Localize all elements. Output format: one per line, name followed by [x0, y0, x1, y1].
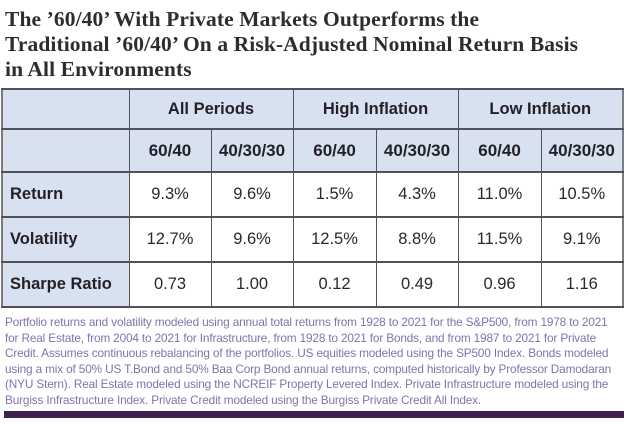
- data-cell: 9.6%: [210, 216, 294, 263]
- column-header: 60/40: [457, 128, 542, 173]
- row-label: Volatility: [1, 216, 130, 263]
- page-title-line-3: in All Environments: [5, 57, 192, 81]
- table-row-return: Return 9.3% 9.6% 1.5% 4.3% 11.0% 10.5%: [1, 171, 624, 218]
- data-cell: 0.49: [375, 261, 459, 308]
- data-cell: 9.1%: [540, 216, 624, 263]
- column-header: 40/30/30: [210, 128, 294, 173]
- data-cell: 12.5%: [292, 216, 377, 263]
- performance-table: All Periods High Inflation Low Inflation…: [1, 88, 625, 308]
- table-row-volatility: Volatility 12.7% 9.6% 12.5% 8.8% 11.5% 9…: [1, 216, 624, 263]
- column-group-all-periods: All Periods: [128, 88, 294, 130]
- column-header: 40/30/30: [540, 128, 624, 173]
- page-title-line-2: Traditional ’60/40’ On a Risk-Adjusted N…: [5, 32, 579, 56]
- data-cell: 9.6%: [210, 171, 294, 218]
- row-label: Return: [1, 171, 130, 218]
- data-cell: 1.5%: [292, 171, 377, 218]
- column-header: 60/40: [128, 128, 212, 173]
- data-cell: 0.96: [457, 261, 542, 308]
- table-corner-cell: [1, 88, 130, 130]
- data-cell: 4.3%: [375, 171, 459, 218]
- footnote-text: Portfolio returns and volatility modeled…: [5, 315, 612, 407]
- data-cell: 1.16: [540, 261, 624, 308]
- table-corner-cell: [1, 128, 130, 173]
- table-row-sharpe-ratio: Sharpe Ratio 0.73 1.00 0.12 0.49 0.96 1.…: [1, 261, 624, 308]
- row-label: Sharpe Ratio: [1, 261, 130, 308]
- column-header: 60/40: [292, 128, 377, 173]
- data-cell: 0.12: [292, 261, 377, 308]
- data-cell: 11.0%: [457, 171, 542, 218]
- column-group-low-inflation: Low Inflation: [457, 88, 624, 130]
- table-subheader-row: 60/40 40/30/30 60/40 40/30/30 60/40 40/3…: [1, 128, 624, 173]
- column-header: 40/30/30: [375, 128, 459, 173]
- data-cell: 0.73: [128, 261, 212, 308]
- data-cell: 12.7%: [128, 216, 212, 263]
- page-title: The ’60/40’ With Private Markets Outperf…: [5, 7, 629, 82]
- data-cell: 8.8%: [375, 216, 459, 263]
- data-cell: 9.3%: [128, 171, 212, 218]
- column-group-high-inflation: High Inflation: [292, 88, 459, 130]
- table-group-header-row: All Periods High Inflation Low Inflation: [1, 88, 624, 130]
- bottom-rule: [4, 411, 624, 418]
- data-cell: 11.5%: [457, 216, 542, 263]
- page-title-line-1: The ’60/40’ With Private Markets Outperf…: [5, 7, 480, 31]
- data-cell: 1.00: [210, 261, 294, 308]
- data-cell: 10.5%: [540, 171, 624, 218]
